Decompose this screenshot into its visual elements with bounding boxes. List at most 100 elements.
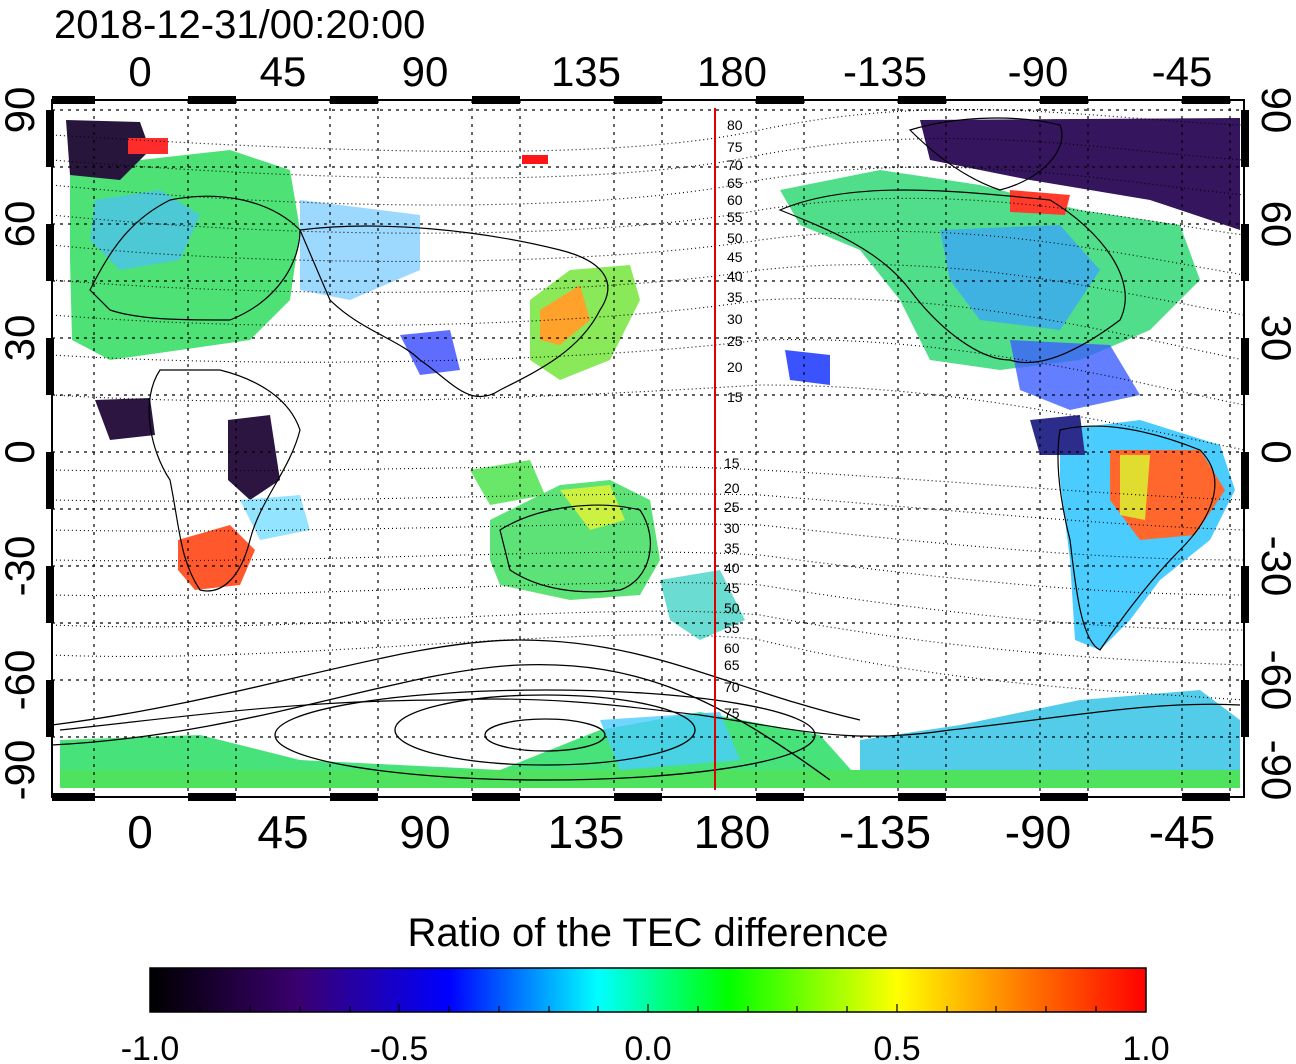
contour-label: 45 [724, 580, 740, 596]
lon-label-bottom: -45 [1149, 806, 1215, 858]
tec-patch-asia-scatter [300, 200, 420, 300]
tec-patch-australia-yellow [560, 485, 625, 530]
contour-label: 45 [727, 249, 743, 265]
tec-patch-pacific-blue [785, 350, 830, 385]
lon-label-top: 45 [260, 48, 307, 95]
colorbar-tick-label: -1.0 [121, 1030, 180, 1064]
lat-label-left: -90 [0, 740, 43, 801]
tec-patch-na-blue [940, 225, 1100, 330]
colorbar-tick-label: -0.5 [370, 1030, 429, 1064]
contour-label: 25 [724, 499, 740, 515]
coast-antarctica [59, 698, 1241, 737]
colorbar-title: Ratio of the TEC difference [407, 911, 888, 955]
contour-label: 40 [727, 268, 743, 284]
contour-label: 15 [727, 389, 743, 405]
contour-label: 40 [724, 560, 740, 576]
contour-label: 70 [724, 679, 740, 695]
coast-asia [299, 225, 609, 398]
tec-patch-east-africa-dark [228, 415, 280, 500]
contour-label: 50 [727, 230, 743, 246]
lon-label-top: -90 [1008, 48, 1069, 95]
contour-label: 65 [724, 657, 740, 673]
lon-label-bottom: 0 [127, 806, 153, 858]
lon-label-top: 180 [697, 48, 767, 95]
tec-patch-tibet [400, 330, 460, 375]
tec-patch-brazil-yellow [1120, 455, 1150, 520]
timestamp-title: 2018-12-31/00:20:00 [54, 3, 425, 47]
contour-label: 55 [724, 620, 740, 636]
frame-ticks [46, 96, 1249, 801]
tec-patch-red-strip [522, 155, 548, 164]
lat-label-right: 60 [1253, 201, 1296, 248]
tec-patch-south-bottom [60, 770, 1240, 788]
coast-north-america [778, 189, 1126, 364]
contour-label: 25 [727, 333, 743, 349]
tec-patch-tasman [660, 570, 745, 640]
lon-label-bottom: 45 [257, 806, 308, 858]
tec-patch-indonesia [470, 460, 545, 505]
lon-label-bottom: 90 [399, 806, 450, 858]
lat-label-left: 30 [0, 315, 43, 362]
colorbar-tick-label: 0.0 [624, 1030, 671, 1064]
lat-label-right: -30 [1253, 536, 1296, 597]
colorbar-tick-labels: -1.0 -0.5 0.0 0.5 1.0 [121, 1030, 1170, 1064]
contour-label: 35 [727, 289, 743, 305]
lon-label-bottom: -135 [839, 806, 931, 858]
lat-label-left: 90 [0, 87, 43, 134]
contour-label: 20 [724, 480, 740, 496]
lat-label-left: 0 [0, 440, 43, 463]
tec-patch-arctic-red [128, 138, 168, 154]
contour-label: 60 [724, 640, 740, 656]
contour-label: 60 [727, 192, 743, 208]
lat-label-right: -60 [1253, 650, 1296, 711]
lat-label-right: -90 [1253, 740, 1296, 801]
coast-africa [148, 369, 301, 592]
colorbar-tick-label: 0.5 [873, 1030, 920, 1064]
contour-label: 55 [727, 209, 743, 225]
lat-labels-left: 90 60 30 0 -30 -60 -90 [0, 87, 43, 801]
contour-label: 75 [727, 139, 743, 155]
lat-label-right: 0 [1253, 440, 1296, 463]
lon-label-top: 135 [551, 48, 621, 95]
colorbar-ticks [199, 1004, 1097, 1012]
colorbar: Ratio of the TEC difference -1.0 -0.5 0.… [121, 911, 1170, 1064]
magnetic-latitude-contours [52, 108, 1244, 701]
lon-label-bottom: -90 [1005, 806, 1071, 858]
lat-label-left: -30 [0, 536, 43, 597]
contour-label: 65 [727, 175, 743, 191]
tec-patch-antarctica-west [860, 690, 1240, 788]
contour-label: 50 [724, 600, 740, 616]
coast-south-america [1057, 425, 1216, 651]
south-pole-contours [52, 639, 861, 781]
tec-patch-antarctica-mid [600, 712, 740, 770]
contour-label: 30 [727, 311, 743, 327]
tec-patch-gulf [1010, 340, 1140, 410]
tec-patch-arctic-dark [66, 120, 150, 180]
lat-labels-right: 90 60 30 0 -30 -60 -90 [1253, 87, 1296, 801]
contour-label: 35 [724, 540, 740, 556]
coast-greenland [908, 117, 1063, 191]
contour-label: 70 [727, 157, 743, 173]
lon-label-top: -45 [1152, 48, 1213, 95]
lat-label-right: 90 [1253, 87, 1296, 134]
lon-label-bottom: 180 [694, 806, 771, 858]
contour-label: 75 [724, 705, 740, 721]
tec-patch-canada-red [1010, 190, 1070, 215]
lon-label-top: 0 [128, 48, 151, 95]
lat-label-left: -60 [0, 650, 43, 711]
coastlines [59, 117, 1241, 737]
tec-patch-canada-dark [920, 118, 1240, 230]
contour-label: 20 [727, 359, 743, 375]
contour-label: 15 [724, 455, 740, 471]
tec-data-layer [60, 118, 1240, 788]
tec-patch-japan-orange [540, 285, 590, 345]
contour-label: 30 [724, 520, 740, 536]
lon-labels-bottom: 0 45 90 135 180 -135 -90 -45 [127, 806, 1215, 858]
tec-patch-europe-blue [90, 190, 200, 270]
lon-label-top: 90 [402, 48, 449, 95]
colorbar-tick-label: 1.0 [1122, 1030, 1169, 1064]
